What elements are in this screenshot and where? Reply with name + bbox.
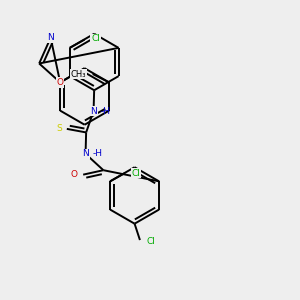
Text: Cl: Cl [91, 34, 100, 43]
Text: N: N [82, 149, 89, 158]
Text: O: O [71, 170, 78, 179]
Text: -H: -H [93, 149, 103, 158]
Text: N: N [47, 33, 54, 42]
Text: O: O [57, 78, 64, 87]
Text: Cl: Cl [131, 169, 140, 178]
Text: S: S [57, 124, 62, 134]
Text: CH₃: CH₃ [71, 70, 86, 79]
Text: -H: -H [101, 106, 111, 116]
Text: N: N [90, 106, 97, 116]
Text: Cl: Cl [146, 237, 155, 246]
